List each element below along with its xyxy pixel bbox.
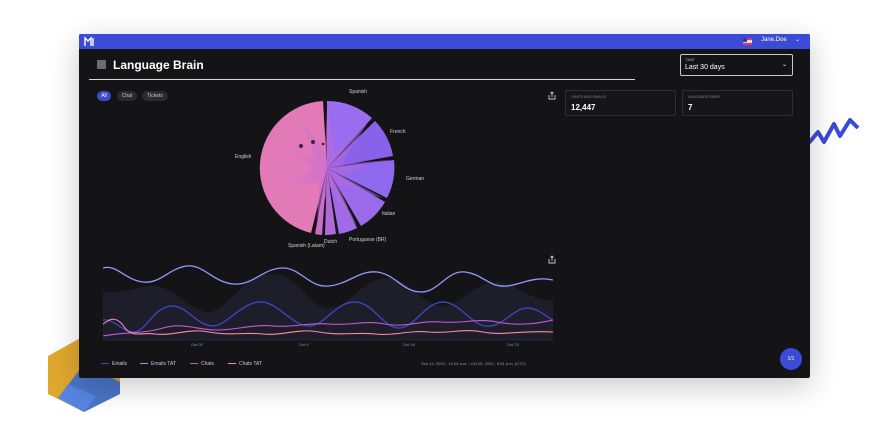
x-tick-label: Oct 16 <box>403 342 415 347</box>
share-icon[interactable] <box>548 91 556 100</box>
legend-label: Chats <box>201 361 215 367</box>
legend-item-chats[interactable]: Chats <box>190 361 214 367</box>
legend-label: Chats TAT <box>239 361 263 367</box>
stat-card-label: CHATS AND EMAILS <box>571 95 607 99</box>
language-label-italian: Italian <box>382 211 396 217</box>
stat-card-chats-emails: CHATS AND EMAILS 12,447 <box>565 90 676 116</box>
chord-dot <box>311 140 315 144</box>
language-chord-diagram[interactable] <box>229 86 559 256</box>
emails-line[interactable] <box>103 301 553 333</box>
legend-label: Emails <box>112 361 128 367</box>
chats-tat-line[interactable] <box>103 318 553 335</box>
language-label-spanish-latam: Spanish (Latam) <box>288 243 325 249</box>
language-chords <box>273 108 389 228</box>
legend-swatch <box>190 362 198 365</box>
stat-card-language-pairs: LANGUAGE PAIRS 7 <box>682 90 793 116</box>
chord-dot <box>321 142 325 146</box>
app-window: Jane.Doe ⌄ Language Brain TIME Last 30 d… <box>79 34 810 378</box>
decorative-zigzag <box>806 118 860 146</box>
x-tick-label: Oct 02 <box>191 342 203 347</box>
top-bar: Jane.Doe ⌄ <box>79 34 810 49</box>
language-label-german: German <box>406 176 425 182</box>
chevron-down-icon: ⌄ <box>781 62 787 68</box>
legend-item-emails-tat[interactable]: Emails TAT <box>140 361 176 367</box>
language-label-french: French <box>390 129 406 135</box>
timeline-chart[interactable] <box>103 262 553 342</box>
date-range-text: Sep 24, 2020 - 12:00 a.m. / Oct 25, 2020… <box>421 361 526 366</box>
user-menu-chevron-icon[interactable]: ⌄ <box>795 37 801 43</box>
page-title: Language Brain <box>113 58 204 72</box>
brain-icon <box>97 60 106 69</box>
stat-card-value: 7 <box>688 103 693 112</box>
x-tick-label: Oct 9 <box>299 342 309 347</box>
chord-dot <box>299 144 303 148</box>
title-divider <box>89 79 635 80</box>
filter-pill-all[interactable]: All <box>97 91 111 101</box>
time-select-label: TIME <box>685 57 695 62</box>
filter-pill-chat[interactable]: Chat <box>117 91 137 101</box>
stat-card-value: 12,447 <box>571 103 596 112</box>
legend-label: Emails TAT <box>151 361 177 367</box>
language-label-spanish: Spanish <box>349 89 368 95</box>
legend-swatch <box>140 362 148 365</box>
language-label-dutch: Dutch <box>324 239 338 245</box>
chats-line[interactable] <box>103 319 553 337</box>
time-range-select[interactable]: TIME Last 30 days ⌄ <box>680 54 793 76</box>
legend-swatch <box>228 362 236 365</box>
floating-action-button[interactable]: 1/1 <box>780 348 802 370</box>
language-label-english: English <box>235 154 252 160</box>
x-tick-label: Oct 23 <box>507 342 519 347</box>
logo-icon[interactable] <box>84 36 96 47</box>
legend-swatch <box>101 362 109 365</box>
flag-icon[interactable] <box>743 38 752 45</box>
emails-tat-line[interactable] <box>103 265 553 293</box>
legend-item-emails[interactable]: Emails <box>101 361 127 367</box>
legend-item-chats-tat[interactable]: Chats TAT <box>228 361 262 367</box>
stat-card-label: LANGUAGE PAIRS <box>688 95 721 99</box>
user-name[interactable]: Jane.Doe <box>761 37 787 43</box>
language-label-portuguese: Portuguese (BR) <box>349 237 387 243</box>
time-select-value: Last 30 days <box>685 64 725 71</box>
share-icon[interactable] <box>548 255 556 264</box>
emails-area <box>103 273 553 340</box>
filter-pill-tickets[interactable]: Tickets <box>142 91 168 101</box>
